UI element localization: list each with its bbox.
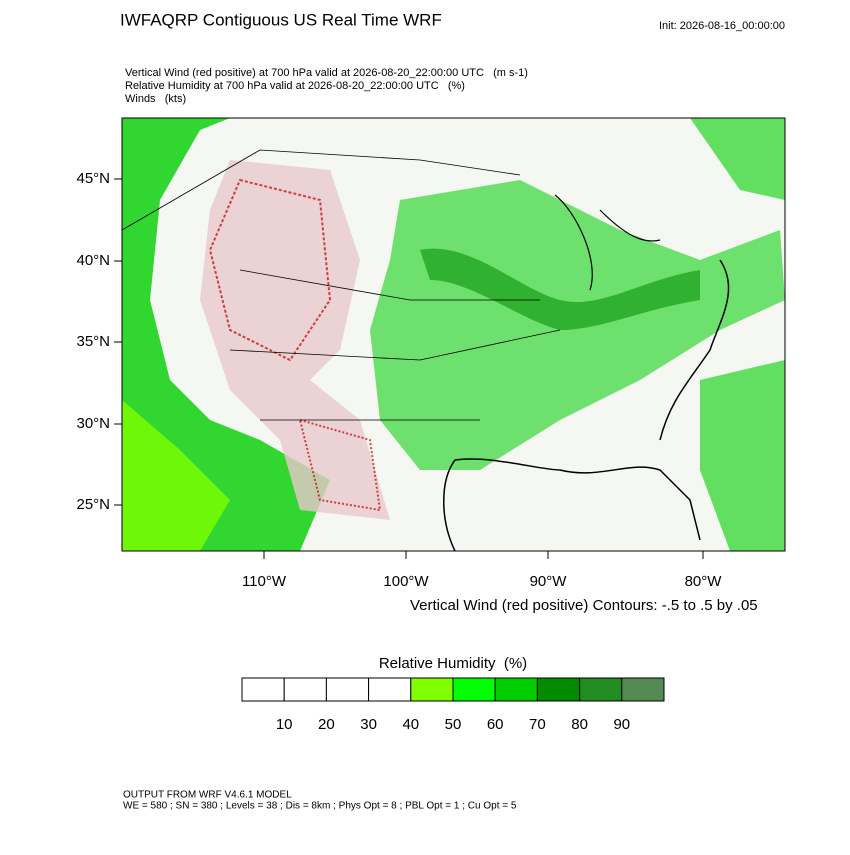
- colorbar-box: [621, 677, 665, 702]
- colorbar-box: [452, 677, 496, 702]
- colorbar-title: Relative Humidity (%): [379, 655, 527, 672]
- colorbar-box: [241, 677, 285, 702]
- map: [122, 118, 785, 551]
- colorbar-label: 50: [445, 716, 462, 733]
- colorbar-box: [494, 677, 538, 702]
- footer-line: WE = 580 ; SN = 380 ; Levels = 38 ; Dis …: [123, 801, 517, 812]
- colorbar-label: 80: [571, 716, 588, 733]
- lon-label: 80°W: [685, 573, 723, 590]
- lat-label: 30°N: [76, 415, 110, 432]
- subtitle: Vertical Wind (red positive) at 700 hPa …: [125, 67, 528, 79]
- lon-label: 100°W: [383, 573, 429, 590]
- lat-label: 40°N: [76, 252, 110, 269]
- colorbar-label: 20: [318, 716, 335, 733]
- map-frame: [121, 117, 786, 552]
- colorbar-box: [579, 677, 623, 702]
- colorbar-box: [325, 677, 370, 702]
- colorbar-label: 40: [402, 716, 419, 733]
- colorbar-box: [410, 677, 454, 702]
- contour-note: Vertical Wind (red positive) Contours: -…: [410, 597, 758, 614]
- title: IWFAQRP Contiguous US Real Time WRF: [120, 10, 442, 29]
- lat-label: 45°N: [76, 170, 110, 187]
- subtitle: Winds (kts): [125, 93, 186, 105]
- lon-label: 110°W: [242, 573, 287, 590]
- colorbar-label: 30: [360, 716, 377, 733]
- footer-line: OUTPUT FROM WRF V4.6.1 MODEL: [123, 790, 292, 801]
- lon-label: 90°W: [530, 573, 568, 590]
- colorbar-label: 90: [613, 716, 630, 733]
- lat-label: 25°N: [76, 496, 110, 513]
- colorbar-box: [368, 677, 412, 702]
- colorbar-box: [536, 677, 581, 702]
- init-time: Init: 2026-08-16_00:00:00: [659, 20, 785, 32]
- colorbar-label: 60: [487, 716, 504, 733]
- colorbar-label: 10: [276, 716, 293, 733]
- colorbar-box: [283, 677, 327, 702]
- subtitle: Relative Humidity at 700 hPa valid at 20…: [125, 80, 465, 92]
- lat-label: 35°N: [76, 333, 110, 350]
- colorbar-label: 70: [529, 716, 546, 733]
